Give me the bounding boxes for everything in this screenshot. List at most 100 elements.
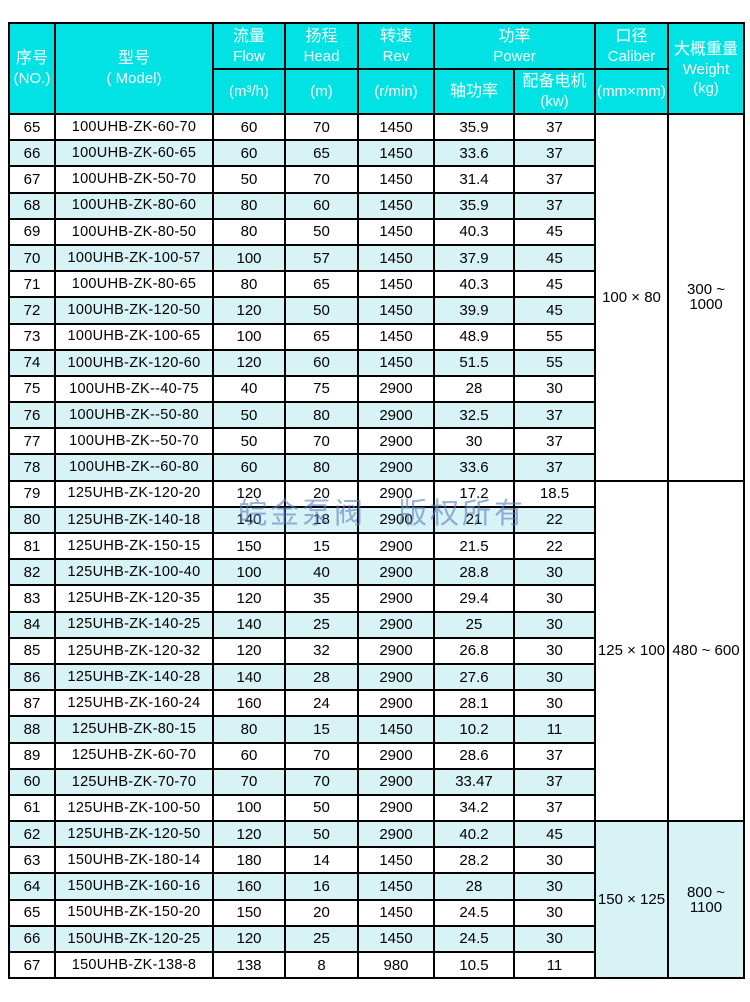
cell-motor-power: 37	[513, 767, 596, 796]
cell-shaft-power: 10.5	[433, 950, 515, 980]
cell-no: 89	[8, 741, 56, 770]
cell-no: 81	[8, 531, 56, 561]
cell-flow: 138	[212, 950, 286, 980]
table-header: 序号 (NO.) 型号 ( Model) 流量 Flow 扬程 Head 转速 …	[8, 22, 745, 115]
header-flow-en: Flow	[233, 47, 265, 65]
table-row: 63 150UHB-ZK-180-14 180 14 1450 28.2 30	[8, 846, 744, 875]
cell-model: 100UHB-ZK--60-80	[54, 453, 214, 482]
table-row: 73 100UHB-ZK-100-65 100 65 1450 48.9 55	[8, 322, 744, 351]
cell-motor-power: 37	[513, 741, 596, 770]
cell-shaft-power: 31.4	[433, 165, 515, 194]
cell-motor-power: 11	[513, 715, 596, 744]
header-shaft-power: 轴功率	[433, 68, 515, 115]
cell-rev: 2900	[357, 767, 435, 796]
cell-model: 100UHB-ZK-80-60	[54, 191, 214, 220]
cell-model: 100UHB-ZK-60-70	[54, 112, 214, 142]
cell-shaft-power: 51.5	[433, 348, 515, 377]
cell-caliber: 100 × 80	[594, 113, 669, 482]
table-row: 85 125UHB-ZK-120-32 120 32 2900 26.8 30	[8, 636, 744, 665]
cell-motor-power: 22	[513, 505, 596, 535]
cell-shaft-power: 33.6	[433, 139, 515, 168]
header-model-zh: 型号	[117, 50, 150, 67]
cell-caliber: 125 × 100	[594, 479, 669, 823]
cell-model: 100UHB-ZK-60-65	[54, 139, 214, 168]
cell-rev: 2900	[357, 427, 435, 456]
cell-flow: 120	[212, 296, 286, 325]
cell-flow: 60	[212, 741, 286, 770]
cell-model: 100UHB-ZK-100-65	[54, 322, 214, 351]
cell-model: 125UHB-ZK-100-40	[54, 558, 214, 587]
cell-model: 100UHB-ZK-120-50	[54, 296, 214, 325]
cell-no: 67	[8, 165, 56, 194]
header-no: 序号 (NO.)	[8, 22, 56, 115]
cell-model: 100UHB-ZK-100-57	[54, 243, 214, 273]
header-rev-en: Rev	[382, 47, 410, 65]
cell-flow: 60	[212, 139, 286, 168]
header-caliber-en: Caliber	[607, 47, 656, 65]
cell-no: 75	[8, 374, 56, 404]
cell-motor-power: 37	[513, 453, 596, 482]
cell-head: 60	[284, 348, 359, 377]
cell-model: 150UHB-ZK-160-16	[54, 872, 214, 901]
cell-model: 100UHB-ZK-50-70	[54, 165, 214, 194]
header-weight: 大概重量 Weight (kg)	[667, 22, 745, 115]
cell-motor-power: 30	[513, 872, 596, 901]
cell-rev: 1450	[357, 296, 435, 325]
cell-model: 125UHB-ZK-60-70	[54, 741, 214, 770]
cell-motor-power: 30	[513, 558, 596, 587]
cell-motor-power: 45	[513, 296, 596, 325]
cell-rev: 1450	[357, 270, 435, 299]
cell-model: 150UHB-ZK-120-25	[54, 924, 214, 954]
table-row: 67 100UHB-ZK-50-70 50 70 1450 31.4 37	[8, 165, 744, 194]
cell-flow: 120	[212, 820, 286, 849]
cell-rev: 1450	[357, 322, 435, 351]
cell-motor-power: 37	[513, 401, 596, 430]
cell-no: 85	[8, 636, 56, 665]
cell-no: 74	[8, 348, 56, 377]
cell-model: 125UHB-ZK-160-24	[54, 689, 214, 718]
cell-model: 125UHB-ZK-100-50	[54, 793, 214, 823]
cell-motor-power: 22	[513, 531, 596, 561]
table-row: 78 100UHB-ZK--60-80 60 80 2900 33.6 37	[8, 453, 744, 482]
cell-model: 100UHB-ZK--50-80	[54, 401, 214, 430]
cell-shaft-power: 35.9	[433, 112, 515, 142]
cell-flow: 80	[212, 270, 286, 299]
cell-head: 70	[284, 165, 359, 194]
cell-rev: 1450	[357, 715, 435, 744]
cell-shaft-power: 28.2	[433, 846, 515, 875]
cell-no: 73	[8, 322, 56, 351]
cell-rev: 2900	[357, 662, 435, 692]
cell-flow: 50	[212, 427, 286, 456]
cell-motor-power: 11	[513, 950, 596, 980]
cell-rev: 1450	[357, 217, 435, 246]
cell-weight: 800 ~ 1100	[667, 820, 745, 980]
cell-shaft-power: 26.8	[433, 636, 515, 665]
pump-spec-table: 序号 (NO.) 型号 ( Model) 流量 Flow 扬程 Head 转速 …	[8, 22, 745, 980]
cell-model: 125UHB-ZK-120-35	[54, 584, 214, 613]
cell-model: 150UHB-ZK-180-14	[54, 846, 214, 875]
cell-motor-power: 45	[513, 270, 596, 299]
table-row: 66 100UHB-ZK-60-65 60 65 1450 33.6 37	[8, 139, 744, 168]
cell-rev: 1450	[357, 348, 435, 377]
cell-rev: 1450	[357, 898, 435, 927]
cell-flow: 100	[212, 322, 286, 351]
header-head-en: Head	[303, 47, 340, 65]
header-head-zh: 扬程	[305, 27, 338, 45]
header-flow: 流量 Flow	[212, 22, 286, 70]
table-row: 88 125UHB-ZK-80-15 80 15 1450 10.2 11	[8, 715, 744, 744]
cell-no: 63	[8, 846, 56, 875]
cell-model: 125UHB-ZK-140-28	[54, 662, 214, 692]
cell-head: 15	[284, 715, 359, 744]
cell-shaft-power: 33.47	[433, 767, 515, 796]
cell-shaft-power: 30	[433, 427, 515, 456]
table-row: 75 100UHB-ZK--40-75 40 75 2900 28 30	[8, 374, 744, 404]
cell-head: 18	[284, 505, 359, 535]
header-model-en: ( Model)	[106, 70, 162, 87]
cell-motor-power: 18.5	[513, 479, 596, 508]
cell-no: 64	[8, 872, 56, 901]
cell-motor-power: 30	[513, 610, 596, 639]
table-row: 60 125UHB-ZK-70-70 70 70 2900 33.47 37	[8, 767, 744, 796]
cell-flow: 70	[212, 767, 286, 796]
cell-flow: 40	[212, 374, 286, 404]
cell-motor-power: 37	[513, 191, 596, 220]
